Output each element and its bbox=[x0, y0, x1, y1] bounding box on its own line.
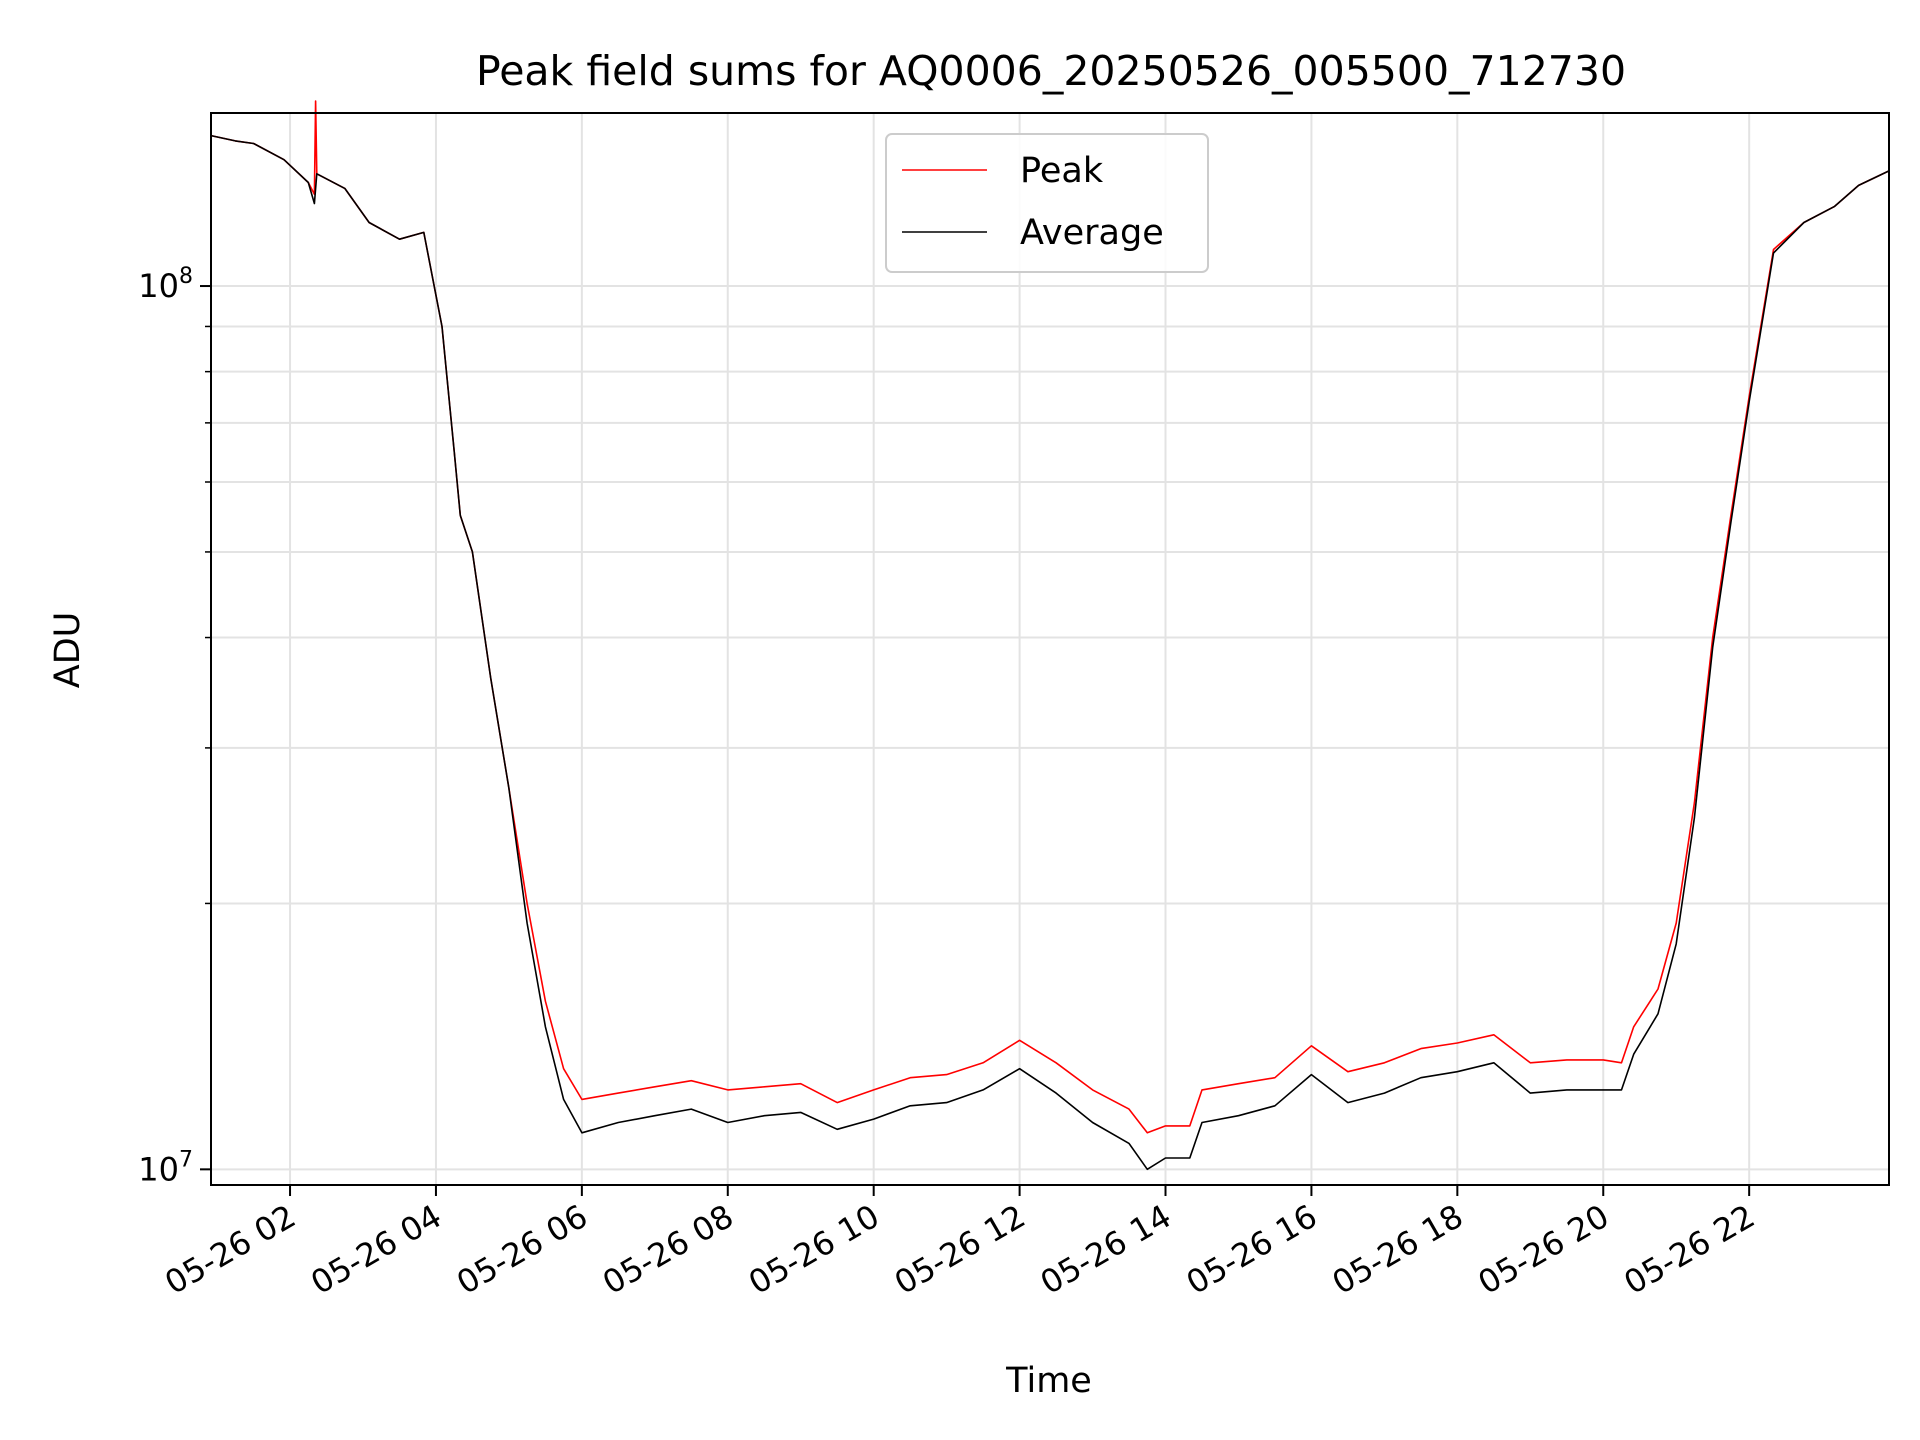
legend-box bbox=[885, 133, 1209, 273]
y-tick-label: 107 bbox=[138, 1147, 193, 1188]
series-layer bbox=[210, 100, 1890, 1171]
y-axis: 107 108 bbox=[138, 264, 211, 1188]
chart-title: Peak field sums for AQ0006_20250526_0055… bbox=[476, 47, 1626, 95]
y-axis-label: ADU bbox=[48, 612, 88, 689]
x-axis-label: Time bbox=[1005, 1361, 1092, 1401]
series-line-average bbox=[210, 134, 1890, 1171]
y-tick-label: 108 bbox=[138, 264, 193, 305]
grid bbox=[211, 113, 1889, 1185]
legend-label-peak: Peak bbox=[1020, 151, 1104, 191]
plot-frame bbox=[210, 112, 1890, 1186]
legend-label-average: Average bbox=[1020, 213, 1164, 253]
legend: Peak Average bbox=[885, 133, 1209, 273]
